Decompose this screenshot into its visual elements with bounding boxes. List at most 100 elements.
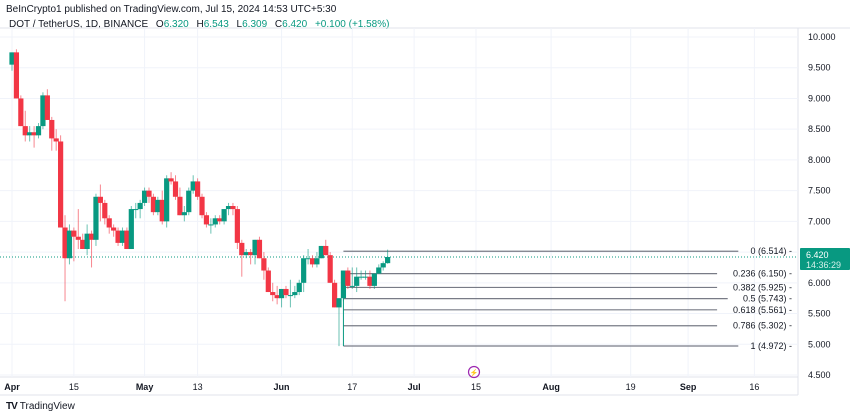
candle-bearish[interactable] [177,196,183,216]
candle-bullish[interactable] [35,126,42,136]
candle-bullish[interactable] [278,288,285,299]
candle-bullish[interactable] [376,267,382,274]
candle-bearish[interactable] [234,209,240,243]
candle-bullish[interactable] [40,95,46,127]
candle-bullish[interactable] [380,263,386,268]
candle-bearish[interactable] [217,218,223,222]
candle-bullish[interactable] [305,258,311,260]
symbol-name[interactable]: DOT / TetherUS, 1D, BINANCE [9,19,149,30]
candle-bearish[interactable] [102,202,108,219]
candle-bearish[interactable] [71,230,77,237]
candle-bearish[interactable] [58,141,64,228]
candle-bearish[interactable] [199,196,205,216]
candle-bearish[interactable] [146,190,152,197]
candle-bullish[interactable] [296,282,302,293]
candle-bullish[interactable] [137,202,143,210]
candle-bullish[interactable] [186,190,192,213]
candle-bullish[interactable] [84,233,90,250]
candle-bullish[interactable] [340,270,347,299]
candle-bullish[interactable] [385,257,391,264]
candle-bullish[interactable] [287,295,293,297]
candle-bearish[interactable] [331,282,338,308]
candle-bullish[interactable] [318,245,324,259]
candle-bullish[interactable] [349,285,355,287]
candle-bullish[interactable] [93,196,99,240]
x-tick-label: Aug [542,382,560,392]
fib-level-label: 0.786 (5.302) - [733,321,792,331]
candle-bullish[interactable] [292,292,298,296]
candle-bearish[interactable] [97,196,103,203]
candle-bearish[interactable] [195,181,201,197]
candle-bearish[interactable] [265,270,271,293]
candle-bullish[interactable] [252,239,258,256]
candle-bearish[interactable] [309,258,316,265]
candle-bearish[interactable] [283,288,289,296]
candle-bullish[interactable] [164,178,170,222]
candle-bullish[interactable] [128,209,134,250]
y-tick-label: 6.000 [808,278,831,288]
candle-bearish[interactable] [44,95,50,120]
candle-bullish[interactable] [9,52,15,65]
event-marker-icon[interactable] [467,365,481,379]
candle-bullish[interactable] [212,218,218,225]
candle-bullish[interactable] [181,212,187,216]
candle-bearish[interactable] [22,126,28,136]
candle-bearish[interactable] [327,255,333,283]
candle-bearish[interactable] [62,227,68,259]
x-tick-label: 15 [471,382,481,392]
y-tick-label: 8.000 [808,155,831,165]
candle-bullish[interactable] [354,276,360,286]
candle-bullish[interactable] [155,199,161,213]
candle-bearish[interactable] [274,295,280,299]
candle-bearish[interactable] [239,242,245,256]
candle-bullish[interactable] [27,132,33,136]
candle-bearish[interactable] [367,276,373,286]
close-label: C [274,19,283,30]
candle-bearish[interactable] [248,252,254,256]
candle-bearish[interactable] [31,132,37,136]
candle-bearish[interactable] [256,239,263,259]
x-tick-label: Jul [408,382,421,392]
candle-bullish[interactable] [362,276,369,278]
candle-bullish[interactable] [358,276,364,278]
candle-bullish[interactable] [208,224,214,226]
candle-bearish[interactable] [261,258,267,271]
candle-bullish[interactable] [190,181,196,191]
candle-bearish[interactable] [270,292,276,296]
candle-bearish[interactable] [323,245,329,256]
candle-bullish[interactable] [119,230,126,243]
candle-bullish[interactable] [301,258,307,283]
candle-bullish[interactable] [314,258,320,265]
candle-bearish[interactable] [203,215,210,225]
candle-bearish[interactable] [124,230,130,250]
candle-bearish[interactable] [150,196,157,213]
candle-bearish[interactable] [18,98,24,127]
candle-bearish[interactable] [75,236,81,240]
candle-bearish[interactable] [49,119,55,139]
candle-bearish[interactable] [53,138,59,142]
candle-bearish[interactable] [168,178,174,182]
candle-bullish[interactable] [141,190,148,203]
candle-bullish[interactable] [66,230,73,259]
candle-bearish[interactable] [80,239,86,250]
candle-bullish[interactable] [336,298,342,308]
candle-bullish[interactable] [133,209,139,211]
candle-bearish[interactable] [115,230,121,243]
candle-bearish[interactable] [88,233,95,240]
candle-bearish[interactable] [111,227,117,231]
candle-bullish[interactable] [225,206,232,210]
candle-bearish[interactable] [345,270,351,286]
candle-bearish[interactable] [172,181,179,197]
high-label: H [196,19,204,30]
candle-bullish[interactable] [371,273,377,286]
y-tick-label: 4.500 [808,370,831,380]
lightning-icon: ⚡ [470,368,479,377]
candle-bullish[interactable] [221,209,227,222]
bar-countdown: 14:36:29 [806,260,841,270]
candle-bearish[interactable] [106,218,112,228]
candle-bearish[interactable] [159,199,165,222]
candle-bullish[interactable] [243,252,249,256]
candle-bearish[interactable] [13,52,20,99]
candle-bearish[interactable] [230,206,236,210]
